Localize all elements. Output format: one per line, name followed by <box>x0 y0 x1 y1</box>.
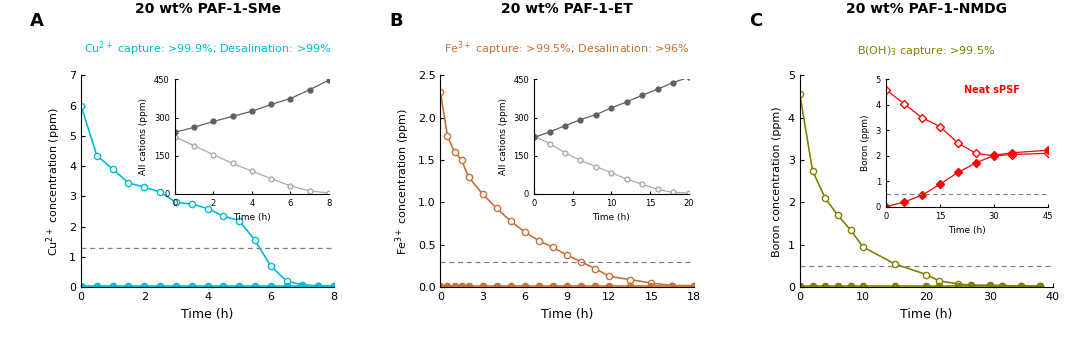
X-axis label: Time (h): Time (h) <box>541 308 593 321</box>
Y-axis label: Boron concentration (ppm): Boron concentration (ppm) <box>772 106 782 256</box>
Text: A: A <box>30 12 44 30</box>
Text: B(OH)$_3$ capture: >99.5%: B(OH)$_3$ capture: >99.5% <box>858 44 996 58</box>
Y-axis label: Fe$^{3+}$ concentration (ppm): Fe$^{3+}$ concentration (ppm) <box>394 108 413 255</box>
Text: 20 wt% PAF-1-NMDG: 20 wt% PAF-1-NMDG <box>846 2 1007 16</box>
Text: B: B <box>390 12 404 30</box>
Text: 20 wt% PAF-1-ET: 20 wt% PAF-1-ET <box>501 2 633 16</box>
Text: 20 wt% PAF-1-SMe: 20 wt% PAF-1-SMe <box>135 2 281 16</box>
Text: Cu$^{2+}$ capture: >99.9%; Desalination: >99%: Cu$^{2+}$ capture: >99.9%; Desalination:… <box>84 40 332 58</box>
Y-axis label: Cu$^{2+}$ concentration (ppm): Cu$^{2+}$ concentration (ppm) <box>45 107 64 255</box>
X-axis label: Time (h): Time (h) <box>181 308 233 321</box>
X-axis label: Time (h): Time (h) <box>901 308 953 321</box>
Text: Fe$^{3+}$ capture: >99.5%; Desalination: >96%: Fe$^{3+}$ capture: >99.5%; Desalination:… <box>444 40 690 58</box>
Text: C: C <box>750 12 762 30</box>
